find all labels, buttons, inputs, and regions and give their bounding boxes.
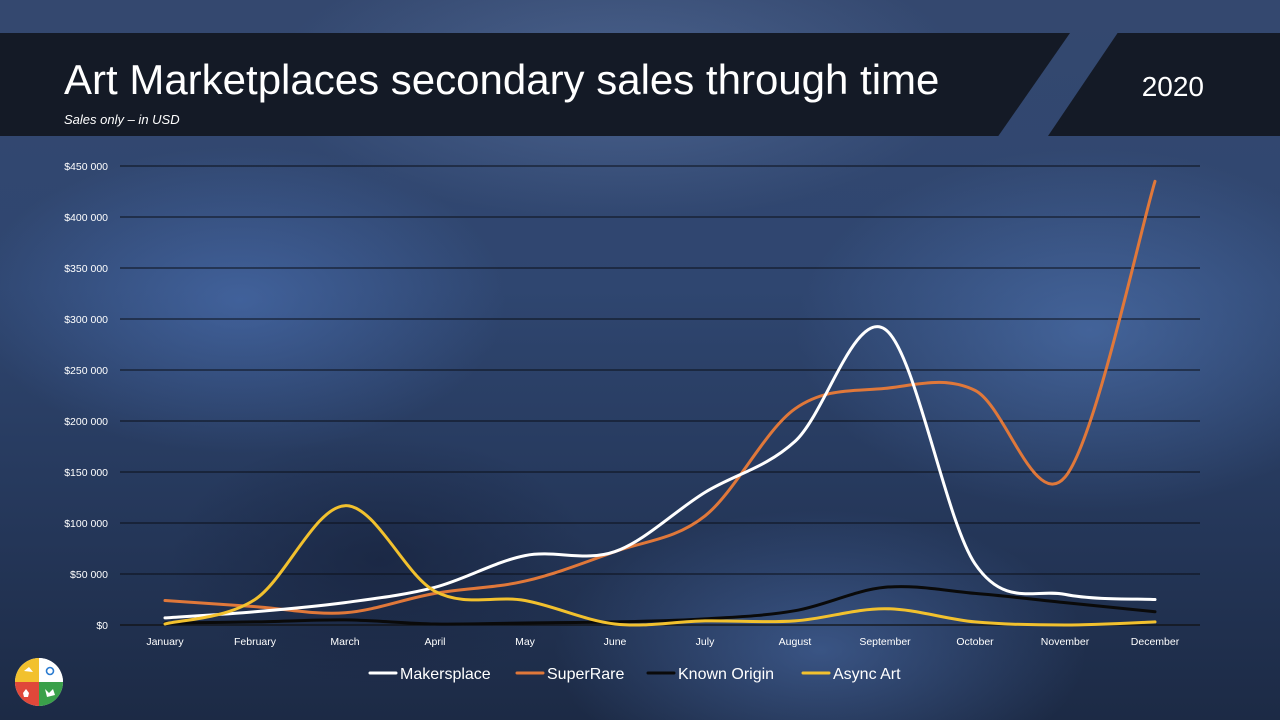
slide-title: Art Marketplaces secondary sales through… [64, 56, 940, 103]
legend-label-makersplace: Makersplace [400, 666, 491, 683]
x-tick-label: February [234, 636, 277, 648]
y-tick-label: $150 000 [64, 467, 108, 479]
legend-label-known-origin: Known Origin [678, 666, 774, 683]
x-tick-label: October [956, 636, 994, 648]
title-band [0, 33, 1070, 136]
x-tick-label: March [330, 636, 359, 648]
y-tick-label: $400 000 [64, 212, 108, 224]
series-line-known-origin [163, 585, 1157, 626]
slide-subtitle: Sales only – in USD [64, 112, 180, 127]
y-tick-label: $250 000 [64, 365, 108, 377]
y-tick-label: $350 000 [64, 263, 108, 275]
y-tick-label: $200 000 [64, 416, 108, 428]
x-tick-label: July [696, 636, 715, 648]
y-tick-label: $100 000 [64, 518, 108, 530]
y-tick-label: $0 [96, 620, 108, 632]
x-tick-label: August [779, 636, 812, 648]
year-label: 2020 [1141, 71, 1204, 102]
x-tick-label: September [859, 636, 911, 648]
series-line-async-art [163, 504, 1157, 627]
series-line-superrare [163, 179, 1157, 615]
x-tick-label: December [1131, 636, 1180, 648]
series-line-makersplace [163, 325, 1157, 620]
y-tick-label: $450 000 [64, 161, 108, 173]
y-tick-label: $300 000 [64, 314, 108, 326]
quadrant-logo-icon [15, 658, 63, 706]
x-tick-label: June [604, 636, 627, 648]
x-tick-label: November [1041, 636, 1090, 648]
x-tick-label: January [146, 636, 184, 648]
legend-label-async-art: Async Art [833, 666, 901, 683]
legend-label-superrare: SuperRare [547, 666, 624, 683]
x-tick-label: May [515, 636, 536, 648]
y-tick-label: $50 000 [70, 569, 108, 581]
x-tick-label: April [424, 636, 445, 648]
